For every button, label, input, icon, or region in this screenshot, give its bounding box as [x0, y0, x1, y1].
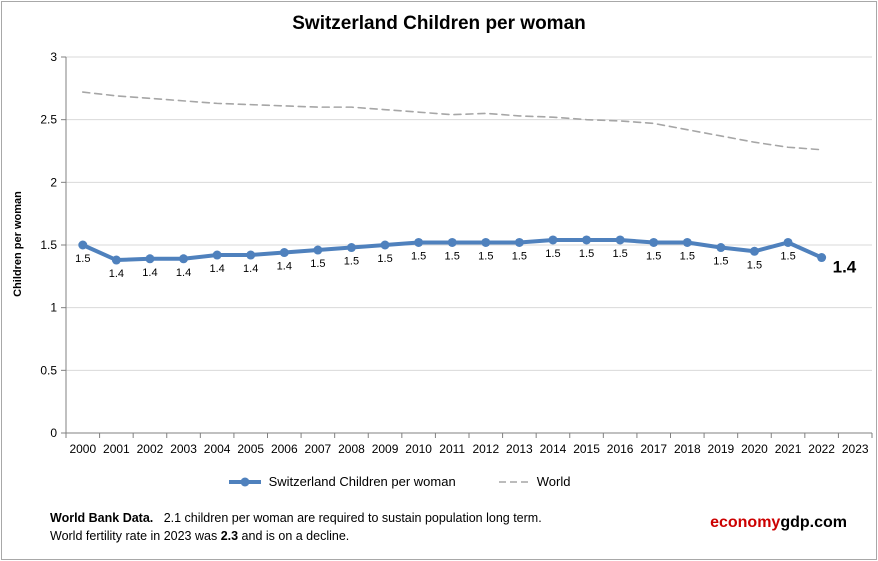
world-dash-sample-icon [498, 480, 529, 483]
footer-note: World Bank Data. 2.1 children per woman … [50, 509, 542, 545]
svg-text:1.5: 1.5 [646, 250, 661, 262]
svg-text:1.5: 1.5 [713, 256, 728, 268]
svg-text:1.5: 1.5 [445, 250, 460, 262]
brand-logo: economygdp.com [710, 514, 847, 532]
svg-text:1.5: 1.5 [377, 253, 392, 265]
svg-text:2: 2 [50, 175, 57, 189]
y-axis-title: Children per woman [12, 191, 24, 297]
svg-text:2017: 2017 [640, 442, 667, 456]
svg-text:1.5: 1.5 [478, 250, 493, 262]
svg-text:2009: 2009 [372, 442, 399, 456]
svg-text:2004: 2004 [204, 442, 231, 456]
svg-text:2007: 2007 [305, 442, 332, 456]
svg-text:1.5: 1.5 [310, 258, 325, 270]
svg-text:2020: 2020 [741, 442, 768, 456]
footer-line-2-suffix: and is on a decline. [238, 529, 350, 543]
footer-line-2-prefix: World fertility rate in 2023 was [50, 529, 221, 543]
svg-text:2011: 2011 [439, 442, 465, 456]
svg-text:2003: 2003 [170, 442, 197, 456]
legend-item-switzerland: Switzerland Children per woman [228, 474, 456, 489]
chart-legend: Switzerland Children per woman World [0, 474, 838, 489]
fertility-line-chart: 0 0.5 1 1.5 2 2.5 3 2000 2001 2002 2003 2004 2005 200… [40, 50, 873, 456]
brand-black-text: gdp.com [780, 514, 847, 531]
svg-text:1.5: 1.5 [344, 256, 359, 268]
svg-text:1.4: 1.4 [142, 267, 157, 279]
svg-text:1.5: 1.5 [579, 248, 594, 260]
footer-line-1-text: 2.1 children per woman are required to s… [163, 511, 542, 525]
svg-text:2023: 2023 [842, 442, 869, 456]
source-label: World Bank Data. [50, 511, 154, 525]
svg-text:1.4: 1.4 [243, 263, 258, 275]
svg-text:2018: 2018 [674, 442, 701, 456]
svg-text:2022: 2022 [808, 442, 835, 456]
svg-text:2.5: 2.5 [40, 113, 57, 127]
svg-text:2006: 2006 [271, 442, 298, 456]
svg-text:2014: 2014 [540, 442, 567, 456]
svg-text:2019: 2019 [708, 442, 735, 456]
svg-text:1.4: 1.4 [833, 258, 857, 277]
legend-item-world: World [498, 474, 571, 489]
svg-text:1: 1 [50, 301, 57, 315]
svg-text:2008: 2008 [338, 442, 365, 456]
svg-text:2000: 2000 [69, 442, 96, 456]
svg-text:1.5: 1.5 [680, 250, 695, 262]
svg-text:2010: 2010 [405, 442, 432, 456]
footer-line-1: World Bank Data. 2.1 children per woman … [50, 509, 542, 527]
svg-text:2005: 2005 [237, 442, 264, 456]
svg-text:1.4: 1.4 [209, 263, 224, 275]
svg-text:3: 3 [50, 50, 57, 64]
svg-text:1.5: 1.5 [612, 248, 627, 260]
svg-text:1.5: 1.5 [747, 259, 762, 271]
svg-text:2012: 2012 [472, 442, 499, 456]
svg-text:1.5: 1.5 [512, 250, 527, 262]
svg-text:1.4: 1.4 [176, 267, 191, 279]
legend-label-world: World [536, 474, 571, 489]
svg-text:1.5: 1.5 [40, 238, 57, 252]
svg-text:0.5: 0.5 [40, 363, 57, 377]
world-rate-value: 2.3 [220, 529, 239, 543]
brand-red-text: economy [710, 514, 781, 531]
svg-text:0: 0 [50, 426, 57, 440]
svg-text:1.4: 1.4 [109, 268, 124, 280]
svg-text:1.5: 1.5 [780, 250, 795, 262]
chart-title: Switzerland Children per woman [292, 13, 586, 34]
svg-text:2015: 2015 [573, 442, 600, 456]
switzerland-line-sample-icon [228, 477, 261, 486]
svg-text:1.4: 1.4 [277, 261, 292, 273]
svg-text:2016: 2016 [607, 442, 634, 456]
svg-text:2013: 2013 [506, 442, 533, 456]
svg-text:1.5: 1.5 [545, 248, 560, 260]
svg-text:1.5: 1.5 [411, 250, 426, 262]
footer-line-2: World fertility rate in 2023 was 2.3 and… [50, 527, 542, 545]
legend-label-switzerland: Switzerland Children per woman [268, 474, 456, 489]
svg-text:1.5: 1.5 [75, 253, 90, 265]
svg-text:2002: 2002 [137, 442, 164, 456]
svg-text:2001: 2001 [103, 442, 130, 456]
svg-text:2021: 2021 [775, 442, 802, 456]
